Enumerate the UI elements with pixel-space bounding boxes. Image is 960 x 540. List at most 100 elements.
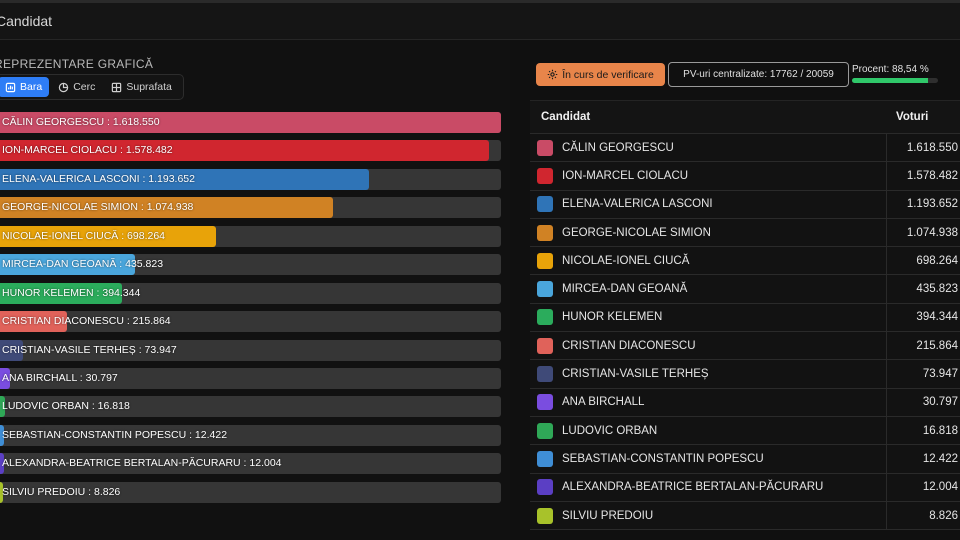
bar[interactable] [0,396,6,418]
bar[interactable] [0,197,333,219]
candidate-cell: ALEXANDRA-BEATRICE BERTALAN-PĂCURARU [530,473,887,501]
column-header-votes: Voturi [896,111,929,123]
votes-cell: 30.797 [922,396,958,409]
bar-row: ANA BIRCHALL : 30.797 [0,367,501,389]
percent-progress-track [852,78,938,83]
color-swatch [537,224,553,241]
tab-bara[interactable]: Bara [0,77,50,97]
candidate-cell: NICOLAE-IONEL CIUCĂ [530,247,887,275]
candidate-name: CRISTIAN-VASILE TERHEȘ [562,368,709,381]
percent-progress-fill [852,78,929,83]
bar-row: GEORGE-NICOLAE SIMION : 1.074.938 [0,197,501,219]
votes-cell: 1.193.652 [906,198,958,211]
color-swatch [537,309,553,326]
tab-suprafata[interactable]: Suprafata [104,77,179,97]
votes-cell: 1.618.550 [906,141,958,154]
candidate-name: ALEXANDRA-BEATRICE BERTALAN-PĂCURARU [562,481,824,494]
bar-chart-icon [5,82,16,92]
bar[interactable] [0,339,23,361]
grid-icon [112,82,122,92]
candidate-cell: ELENA-VALERICA LASCONI [530,190,887,218]
table-header: Candidat Voturi [530,101,960,134]
candidate-name: ELENA-VALERICA LASCONI [562,198,713,211]
bar[interactable] [0,254,135,276]
color-swatch [537,167,553,184]
table-row: MIRCEA-DAN GEOANĂ 435.823 [530,275,960,304]
bar[interactable] [0,140,489,162]
table-body: CĂLIN GEORGESCU 1.618.550 ION-MARCEL CIOLA… [530,134,960,531]
candidate-cell: SEBASTIAN-CONSTANTIN POPESCU [530,445,887,473]
bar[interactable] [0,168,370,190]
color-swatch [537,479,553,496]
column-header-candidate: Candidat [541,111,591,123]
candidate-cell: HUNOR KELEMEN [530,303,887,332]
bar-row: NICOLAE-IONEL CIUCĂ : 698.264 [0,225,501,247]
votes-cell: 12.422 [922,452,958,465]
bar-label: HUNOR KELEMEN : 394.344 [2,286,141,299]
gear-icon [547,69,558,80]
table-row: NICOLAE-IONEL CIUCĂ 698.264 [530,247,960,276]
bar[interactable] [0,367,10,389]
votes-cell: 1.074.938 [906,226,958,239]
bar-label: NICOLAE-IONEL CIUCĂ : 698.264 [2,229,166,242]
candidate-cell: LUDOVIC ORBAN [530,416,887,445]
candidate-name: ANA BIRCHALL [562,396,645,409]
pv-counter-label: PV-uri centralizate: 17762 / 20059 [683,69,834,80]
top-bar: Candidat [0,0,960,40]
votes-cell: 435.823 [916,283,958,296]
bar-row: SILVIU PREDOIU : 8.826 [0,481,501,503]
color-swatch [537,507,553,524]
bar-row: ALEXANDRA-BEATRICE BERTALAN-PĂCURARU : 1… [0,453,501,475]
bar-row: ION-MARCEL CIOLACU : 1.578.482 [0,140,501,162]
bar-label: CĂLIN GEORGESCU : 1.618.550 [2,116,160,128]
bar-row: MIRCEA-DAN GEOANĂ : 435.823 [0,254,501,276]
table-row: ELENA-VALERICA LASCONI 1.193.652 [530,190,960,219]
results-panel: În curs de verificare PV-uri centralizat… [530,40,960,540]
table-row: ION-MARCEL CIOLACU 1.578.482 [530,162,960,191]
table-row: ANA BIRCHALL 30.797 [530,388,960,417]
color-swatch [537,394,553,411]
color-swatch [537,252,553,269]
tab-cerc[interactable]: Cerc [51,77,102,97]
candidate-cell: CRISTIAN-VASILE TERHEȘ [530,360,887,388]
candidate-cell: GEORGE-NICOLAE SIMION [530,218,887,247]
color-swatch [537,450,553,467]
bar[interactable] [0,311,67,333]
view-toggle: Bara Cerc Suprafata [0,74,184,100]
bar-label: CRISTIAN DIACONESCU : 215.864 [2,315,171,328]
table-row: CRISTIAN-VASILE TERHEȘ 73.947 [530,360,960,389]
bar[interactable] [0,282,123,304]
color-swatch [537,422,553,439]
table-row: SEBASTIAN-CONSTANTIN POPESCU 12.422 [530,445,960,474]
percent-indicator: Procent: 88,54 % [852,64,960,83]
candidate-name: MIRCEA-DAN GEOANĂ [562,283,688,296]
votes-cell: 16.818 [922,424,958,437]
candidate-cell: ION-MARCEL CIOLACU [530,162,887,190]
table-row: CRISTIAN DIACONESCU 215.864 [530,332,960,361]
tab-suprafata-label: Suprafata [126,81,172,93]
candidate-cell: MIRCEA-DAN GEOANĂ [530,275,887,303]
verification-status-button[interactable]: În curs de verificare [536,63,665,86]
votes-cell: 8.826 [929,509,958,522]
pv-counter: PV-uri centralizate: 17762 / 20059 [668,62,849,87]
bar-row: CRISTIAN-VASILE TERHEȘ : 73.947 [0,339,501,361]
bar-label: ANA BIRCHALL : 30.797 [2,371,118,384]
candidate-name: ION-MARCEL CIOLACU [562,169,689,182]
bar[interactable] [0,453,4,475]
bar-label: LUDOVIC ORBAN : 16.818 [2,400,130,413]
percent-label: Procent: 88,54 % [852,64,929,75]
bar[interactable] [0,225,217,247]
bar[interactable] [0,481,3,503]
tab-bara-label: Bara [20,81,43,93]
candidate-cell: CRISTIAN DIACONESCU [530,332,887,360]
bar[interactable] [0,424,4,446]
chart-panel: REPREZENTARE GRAFICĂ Bara Cerc Suprafata… [0,40,510,540]
bar[interactable] [0,112,501,133]
table-row: ALEXANDRA-BEATRICE BERTALAN-PĂCURARU 12.0… [530,473,960,502]
color-swatch [537,139,553,156]
candidate-cell: ANA BIRCHALL [530,388,887,416]
candidate-name: HUNOR KELEMEN [562,311,663,324]
votes-cell: 12.004 [922,481,958,494]
candidate-name: SILVIU PREDOIU [562,509,654,522]
bar-row: LUDOVIC ORBAN : 16.818 [0,396,501,418]
